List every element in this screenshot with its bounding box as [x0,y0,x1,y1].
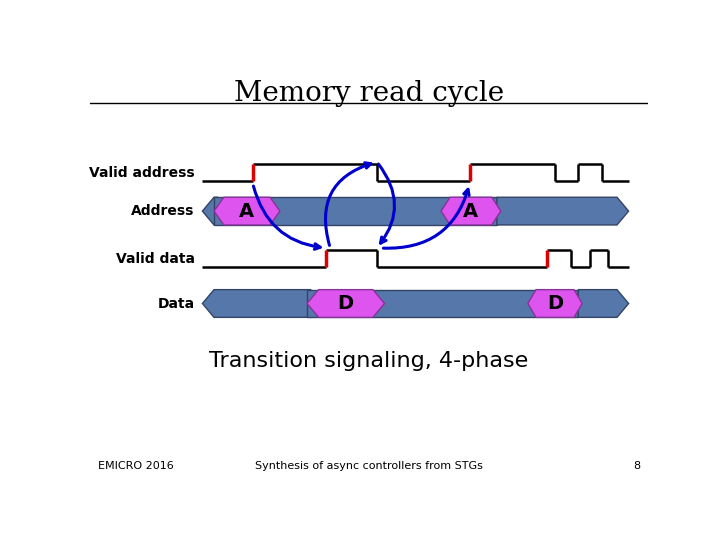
Text: Memory read cycle: Memory read cycle [234,80,504,107]
Polygon shape [214,197,280,225]
Text: 8: 8 [633,461,640,471]
Text: Address: Address [131,204,194,218]
Text: Valid data: Valid data [116,252,194,266]
Polygon shape [202,197,218,225]
Text: Data: Data [158,296,194,310]
Polygon shape [441,197,500,225]
Text: D: D [547,294,563,313]
Text: A: A [239,201,254,221]
Text: D: D [338,294,354,313]
Text: EMICRO 2016: EMICRO 2016 [98,461,174,471]
Polygon shape [528,289,582,318]
Polygon shape [497,197,629,225]
Polygon shape [214,197,497,225]
Text: Transition signaling, 4-phase: Transition signaling, 4-phase [210,351,528,372]
Polygon shape [307,289,578,318]
Polygon shape [578,289,629,318]
Text: Synthesis of async controllers from STGs: Synthesis of async controllers from STGs [255,461,483,471]
Polygon shape [307,289,384,318]
Polygon shape [202,289,311,318]
Text: Valid address: Valid address [89,166,194,180]
Text: A: A [464,201,479,221]
